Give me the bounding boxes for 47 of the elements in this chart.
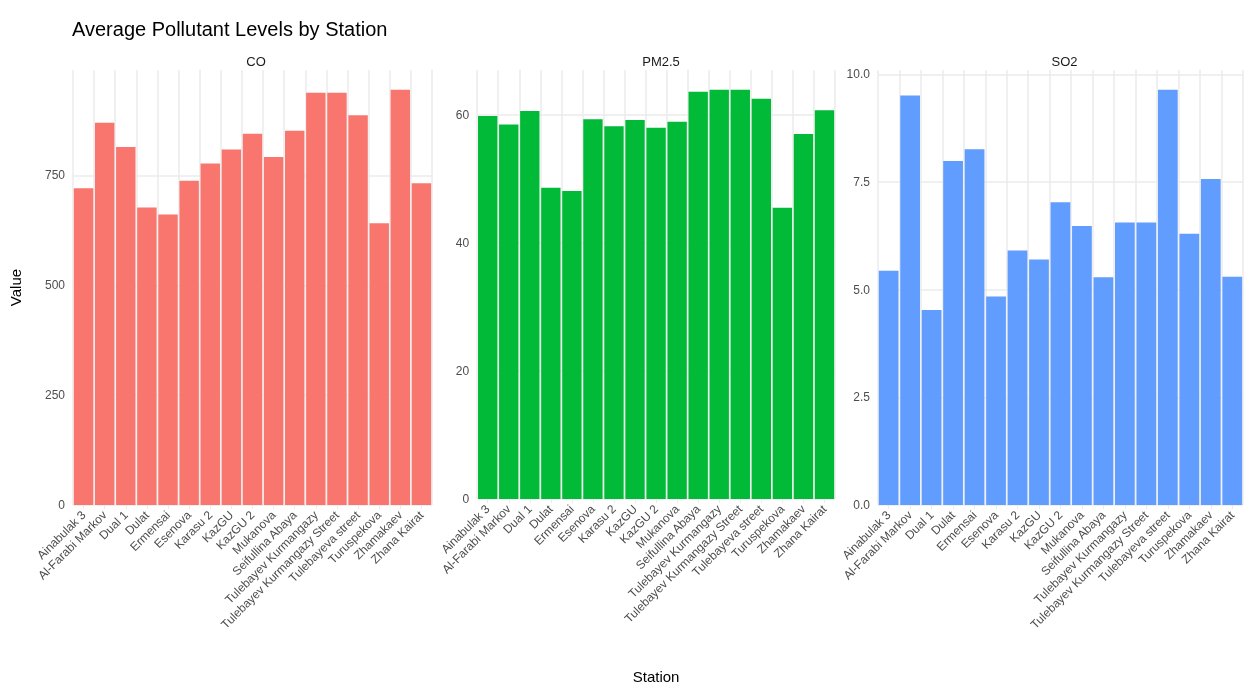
y-tick-label: 0.0 xyxy=(853,498,871,512)
bar xyxy=(478,116,498,499)
y-tick-label: 0 xyxy=(462,492,470,506)
bar xyxy=(499,124,519,499)
bar xyxy=(751,98,772,499)
bar xyxy=(200,163,220,505)
bar xyxy=(964,149,985,505)
y-tick-label: 5.0 xyxy=(853,282,871,297)
chart-title: PM2.5 xyxy=(642,54,680,69)
bar xyxy=(943,160,963,505)
bar xyxy=(709,89,729,499)
chart-title: Average Pollutant Levels by Station xyxy=(72,18,388,40)
bar xyxy=(73,188,94,505)
bar xyxy=(921,309,942,505)
bar xyxy=(730,89,750,499)
chart-title: SO2 xyxy=(1051,54,1078,69)
bar xyxy=(411,183,432,505)
y-tick-label: 7.5 xyxy=(853,174,871,189)
y-tick-label: 40 xyxy=(455,235,470,250)
bar xyxy=(221,149,242,505)
y-tick-label: 20 xyxy=(455,363,470,378)
bar xyxy=(242,133,263,505)
y-tick-label: 10.0 xyxy=(846,67,871,82)
y-tick-label: 500 xyxy=(44,278,66,293)
bar xyxy=(772,207,793,499)
y-tick-label: 250 xyxy=(44,388,66,403)
bar xyxy=(1007,250,1028,505)
bar xyxy=(520,110,540,499)
y-tick-label: 60 xyxy=(455,107,470,122)
bar xyxy=(793,134,814,499)
bar xyxy=(1029,259,1049,505)
x-axis-title: Station xyxy=(632,668,680,685)
bar xyxy=(986,296,1006,505)
bar xyxy=(1050,202,1071,505)
bar xyxy=(263,157,284,505)
y-tick-label: 2.5 xyxy=(853,390,871,405)
y-tick-label: 0 xyxy=(58,498,66,512)
bar xyxy=(390,89,411,505)
bar xyxy=(1093,277,1114,505)
bar xyxy=(1072,225,1092,505)
bar xyxy=(285,130,305,505)
bar xyxy=(814,110,835,499)
bar xyxy=(688,91,708,499)
chart-subtitle: CO xyxy=(246,54,266,69)
y-tick-label: 750 xyxy=(44,168,66,183)
y-axis-title: Value xyxy=(7,268,24,307)
bar xyxy=(94,122,115,505)
